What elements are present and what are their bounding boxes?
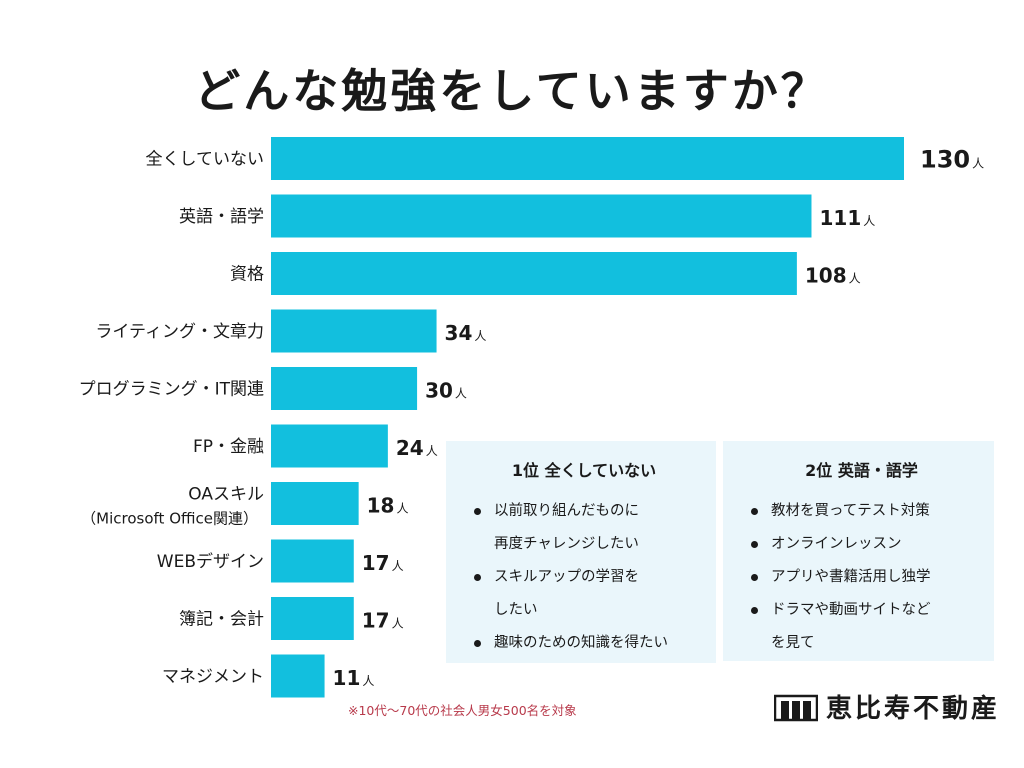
bullet-icon bbox=[474, 508, 481, 515]
bullet-icon bbox=[474, 574, 481, 581]
bar-6 bbox=[271, 482, 359, 525]
value-label-9: 11 人 bbox=[333, 666, 375, 690]
company-name: 恵比寿不動産 bbox=[826, 694, 1001, 724]
rank2-item-2: アプリや書籍活用し独学 bbox=[747, 561, 976, 594]
bullet-icon bbox=[751, 541, 758, 548]
value-label-6: 18 人 bbox=[367, 494, 409, 518]
bar-7 bbox=[271, 539, 354, 583]
rank1-title: 1位 全くしていない bbox=[511, 461, 657, 480]
rank1-item-0-line-0: 以前取り組んだものに bbox=[494, 503, 639, 519]
bar-8 bbox=[271, 597, 354, 640]
value-label-4: 30 人 bbox=[425, 379, 467, 403]
bar-2 bbox=[271, 252, 797, 295]
rank2-list: 教材を買ってテスト対策 オンラインレッスン アプリや書籍活用し独学 ドラマや動画サイト… bbox=[747, 495, 976, 660]
rank1-item-2-line-0: 趣味のための知識を得たい bbox=[494, 635, 668, 651]
value-label-1: 111 人 bbox=[819, 206, 875, 230]
bullet-icon bbox=[751, 508, 758, 515]
category-label-9: マネジメント bbox=[162, 667, 264, 687]
rank1-item-2: 趣味のための知識を得たい bbox=[470, 627, 698, 660]
value-label-3: 34 人 bbox=[445, 321, 487, 345]
value-label-5: 24 人 bbox=[396, 436, 438, 460]
category-label-5: FP・金融 bbox=[193, 437, 264, 457]
rank2-item-0: 教材を買ってテスト対策 bbox=[747, 495, 976, 528]
category-label-1: 英語・語学 bbox=[179, 207, 264, 227]
rank1-item-0-line-1: 再度チャレンジしたい bbox=[494, 536, 639, 552]
rank1-item-1: スキルアップの学習を したい bbox=[470, 561, 698, 627]
rank2-item-0-line-0: 教材を買ってテスト対策 bbox=[771, 503, 930, 519]
building-logo-icon bbox=[774, 694, 818, 721]
rank2-box: 2位 英語・語学 教材を買ってテスト対策 オンラインレッスンアプリや書籍活用し独学… bbox=[723, 441, 994, 661]
category-label-0: 全くしていない bbox=[146, 150, 265, 170]
bullet-icon bbox=[751, 607, 758, 614]
bar-5 bbox=[271, 424, 388, 468]
bar-1 bbox=[271, 194, 812, 238]
rank2-item-3: ドラマや動画サイトなど を見て bbox=[747, 594, 976, 660]
rank2-item-1-line-0: オンラインレッスン bbox=[771, 536, 902, 552]
category-label-3: ライティング・文章力 bbox=[95, 322, 264, 342]
chart-title: どんな勉強をしていますか？ bbox=[194, 64, 830, 118]
bar-3 bbox=[271, 309, 437, 353]
category-label-6: OAスキル（Microsoft Office関連） bbox=[81, 485, 264, 528]
value-label-7: 17 人 bbox=[362, 551, 404, 575]
bar-9 bbox=[271, 654, 325, 698]
category-label-4: プログラミング・IT関連 bbox=[79, 380, 264, 400]
rank2-item-2-line-0: アプリや書籍活用し独学 bbox=[771, 569, 931, 585]
bar-4 bbox=[271, 367, 418, 410]
category-label-8: 簿記・会計 bbox=[179, 610, 264, 630]
company-logo: 恵比寿不動産 bbox=[774, 688, 1000, 725]
rank2-item-3-line-0: ドラマや動画サイトなど bbox=[771, 602, 931, 618]
value-label-8: 17 人 bbox=[362, 609, 404, 633]
bullet-icon bbox=[751, 574, 758, 581]
rank1-item-0: 以前取り組んだものに 再度チャレンジしたい bbox=[470, 495, 698, 561]
rank1-item-1-line-1: したい bbox=[494, 602, 538, 618]
bar-0 bbox=[271, 137, 904, 180]
rank2-title: 2位 英語・語学 bbox=[805, 461, 918, 480]
value-label-2: 108 人 bbox=[805, 264, 861, 288]
rank2-item-3-line-1: を見て bbox=[771, 635, 815, 651]
rank1-item-1-line-0: スキルアップの学習を bbox=[494, 569, 639, 585]
rank1-list: 以前取り組んだものに 再度チャレンジしたい スキルアップの学習を したい 趣味のための知… bbox=[470, 495, 698, 660]
bullet-icon bbox=[474, 640, 481, 647]
rank2-item-1: オンラインレッスン bbox=[747, 528, 976, 561]
category-label-2: 資格 bbox=[230, 265, 264, 285]
rank1-box: 1位 全くしていない 以前取り組んだものに 再度チャレンジしたい スキルアップの学習… bbox=[446, 441, 716, 663]
footnote: ※10代〜70代の社会人男女500名を対象 bbox=[348, 703, 577, 718]
value-label-0: 130 人 bbox=[920, 146, 984, 174]
category-label-7: WEBデザイン bbox=[157, 551, 264, 572]
